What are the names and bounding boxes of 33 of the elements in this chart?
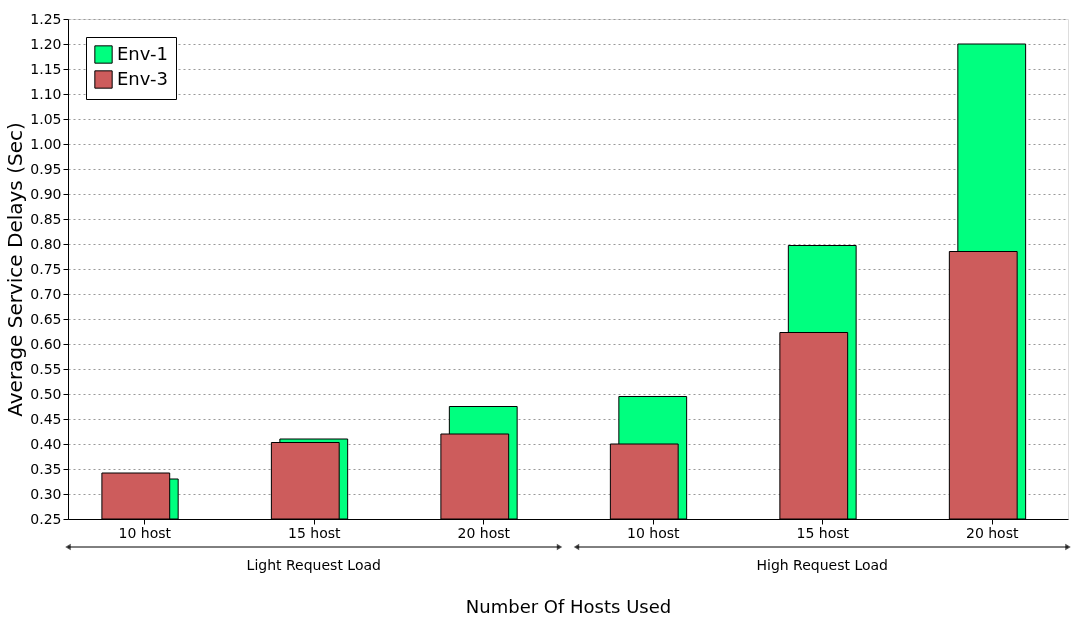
y-tick-label: 0.90: [30, 185, 62, 202]
x-axis-title: Number Of Hosts Used: [465, 595, 672, 617]
x-tick-label: 20 host: [457, 524, 511, 541]
y-tick-label: 1.25: [30, 10, 62, 27]
legend-label: Env-3: [117, 67, 168, 89]
y-tick-label: 1.10: [30, 85, 62, 102]
y-tick-label: 0.45: [30, 410, 62, 427]
y-tick-label: 0.35: [30, 460, 62, 477]
y-tick-label: 0.25: [30, 510, 62, 527]
y-axis-title: Average Service Delays (Sec): [3, 122, 28, 417]
y-tick-label: 0.55: [30, 360, 62, 377]
y-tick-label: 0.70: [30, 285, 62, 302]
y-tick-label: 1.20: [30, 35, 62, 52]
legend-label: Env-1: [117, 42, 168, 64]
y-tick-label: 0.75: [30, 260, 62, 277]
y-tick-label: 0.40: [30, 435, 62, 452]
text: Light Request Load: [246, 557, 381, 573]
x-tick-label: 15 host: [796, 524, 850, 541]
x-tick-label: 10 host: [118, 524, 172, 541]
y-tick-label: 0.95: [30, 160, 62, 177]
y-tick-label: 0.80: [30, 235, 62, 252]
y-tick-label: 1.15: [30, 60, 62, 77]
y-tick-label: 0.50: [30, 385, 62, 402]
y-tick-label: 1.05: [30, 110, 62, 127]
y-tick-label: 0.85: [30, 210, 62, 227]
x-tick-label: 20 host: [965, 524, 1019, 541]
text: High Request Load: [756, 557, 888, 573]
y-tick-label: 0.60: [30, 335, 62, 352]
x-tick-label: 15 host: [288, 524, 342, 541]
y-tick-label: 1.00: [30, 135, 62, 152]
y-tick-label: 0.30: [30, 485, 62, 502]
y-tick-label: 0.65: [30, 310, 62, 327]
x-tick-label: 10 host: [627, 524, 680, 541]
